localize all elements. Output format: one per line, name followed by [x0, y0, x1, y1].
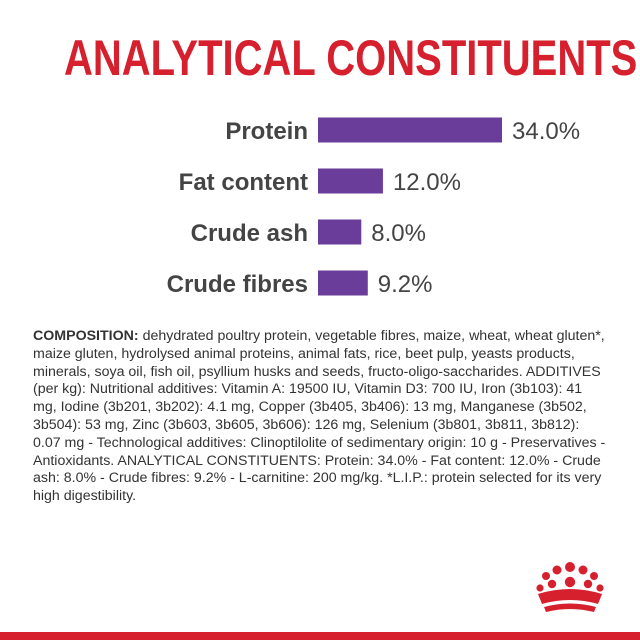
composition-text: COMPOSITION: dehydrated poultry protein,…	[33, 328, 608, 506]
value-label: 8.0%	[371, 220, 426, 247]
constituents-bar-chart: Protein 34.0% Fat content 12.0% Crude ash 8.0…	[167, 117, 580, 298]
value-label: 9.2%	[378, 271, 433, 298]
value-label: 34.0%	[512, 118, 580, 145]
page-title: ANALYTICAL CONSTITUENTS	[64, 30, 638, 86]
bar	[318, 168, 383, 194]
crown-icon	[536, 562, 604, 612]
category-label: Crude fibres	[167, 271, 308, 298]
category-label: Protein	[225, 118, 308, 145]
value-label: 12.0%	[393, 169, 461, 196]
category-label: Fat content	[179, 169, 308, 196]
bar	[318, 117, 502, 143]
bar	[318, 219, 362, 245]
composition-label: COMPOSITION:	[33, 328, 139, 344]
composition-body: dehydrated poultry protein, vegetable fi…	[33, 328, 606, 505]
category-label: Crude ash	[191, 220, 308, 247]
footer-bar	[0, 632, 640, 640]
bar	[318, 270, 368, 296]
